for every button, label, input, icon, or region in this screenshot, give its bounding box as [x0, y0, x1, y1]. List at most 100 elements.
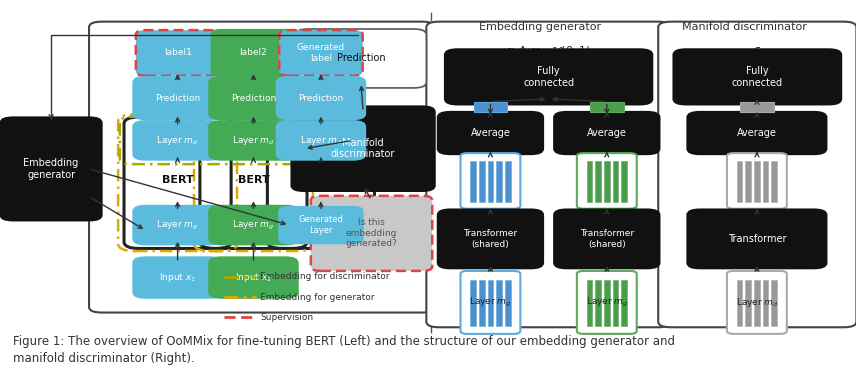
FancyBboxPatch shape: [134, 206, 222, 244]
Bar: [505, 280, 511, 326]
Text: $\alpha, \Delta \;\; \gamma \sim \mathcal{U}(0, 1)$: $\alpha, \Delta \;\; \gamma \sim \mathca…: [505, 44, 591, 58]
Text: Transformer: Transformer: [728, 234, 786, 244]
Text: Supervision: Supervision: [260, 313, 313, 322]
Bar: [496, 280, 502, 326]
FancyBboxPatch shape: [134, 77, 222, 119]
Bar: [470, 280, 476, 326]
FancyBboxPatch shape: [445, 49, 652, 105]
Text: Embedding
generator: Embedding generator: [23, 158, 79, 180]
FancyBboxPatch shape: [554, 210, 659, 268]
FancyBboxPatch shape: [577, 271, 637, 334]
Bar: [470, 161, 476, 202]
Bar: [763, 280, 769, 326]
Bar: [613, 280, 618, 326]
Bar: [479, 280, 484, 326]
Bar: [586, 161, 592, 202]
Bar: [740, 102, 774, 112]
Text: Figure 1: The overview of OoMMix for fine-tuning BERT (Left) and the structure o: Figure 1: The overview of OoMMix for fin…: [13, 335, 675, 348]
FancyBboxPatch shape: [136, 30, 219, 76]
Bar: [604, 161, 609, 202]
Text: Layer $m_g$: Layer $m_g$: [586, 296, 628, 309]
Text: Generated
label: Generated label: [297, 43, 345, 63]
Text: Layer $m_d$: Layer $m_d$: [735, 296, 778, 309]
FancyBboxPatch shape: [437, 112, 544, 154]
Bar: [613, 161, 618, 202]
Text: BERT: BERT: [305, 175, 336, 185]
FancyBboxPatch shape: [279, 30, 363, 76]
Text: BERT: BERT: [162, 175, 193, 185]
Bar: [488, 280, 493, 326]
Text: BERT: BERT: [238, 175, 270, 185]
Text: Manifold
discriminator: Manifold discriminator: [331, 138, 395, 160]
Text: Input $x_2$: Input $x_2$: [235, 271, 272, 284]
Text: Layer $m_g$: Layer $m_g$: [157, 219, 199, 232]
Bar: [586, 280, 592, 326]
FancyBboxPatch shape: [209, 121, 298, 160]
Text: Layer $m_d$: Layer $m_d$: [300, 134, 342, 147]
Text: Embedding generator: Embedding generator: [479, 22, 601, 32]
Text: Embedding for discriminator: Embedding for discriminator: [260, 272, 389, 281]
Bar: [771, 161, 777, 202]
FancyBboxPatch shape: [727, 271, 787, 334]
Text: Average: Average: [737, 128, 777, 138]
FancyBboxPatch shape: [426, 22, 671, 327]
Text: label1: label1: [163, 49, 192, 58]
Text: Layer $m_g$: Layer $m_g$: [232, 219, 275, 232]
Bar: [771, 280, 777, 326]
Text: Fully
connected: Fully connected: [732, 66, 783, 88]
Bar: [505, 161, 511, 202]
Text: Input $x_1$: Input $x_1$: [159, 271, 196, 284]
Text: Fully
connected: Fully connected: [523, 66, 574, 88]
Bar: [488, 161, 493, 202]
Bar: [621, 280, 627, 326]
Text: Average: Average: [471, 128, 510, 138]
Bar: [763, 161, 769, 202]
FancyBboxPatch shape: [291, 106, 435, 191]
Text: Prediction: Prediction: [336, 53, 385, 63]
Bar: [590, 102, 624, 112]
FancyBboxPatch shape: [674, 49, 841, 105]
Bar: [595, 280, 601, 326]
FancyBboxPatch shape: [209, 257, 298, 298]
Bar: [737, 161, 742, 202]
FancyBboxPatch shape: [687, 112, 827, 154]
Bar: [496, 161, 502, 202]
FancyBboxPatch shape: [437, 210, 544, 268]
Bar: [595, 161, 601, 202]
FancyBboxPatch shape: [577, 153, 637, 209]
FancyBboxPatch shape: [276, 121, 366, 160]
FancyBboxPatch shape: [279, 207, 363, 243]
Text: $s$: $s$: [752, 44, 761, 57]
FancyBboxPatch shape: [295, 29, 426, 88]
FancyBboxPatch shape: [134, 257, 222, 298]
Bar: [746, 161, 751, 202]
FancyBboxPatch shape: [311, 196, 432, 271]
Bar: [746, 280, 751, 326]
FancyBboxPatch shape: [658, 22, 856, 327]
Bar: [621, 161, 627, 202]
Text: Is this
embedding
generated?: Is this embedding generated?: [346, 219, 397, 248]
FancyBboxPatch shape: [209, 77, 298, 119]
FancyBboxPatch shape: [211, 30, 295, 76]
Text: Embedding for generator: Embedding for generator: [260, 293, 375, 302]
FancyBboxPatch shape: [554, 112, 659, 154]
Text: Manifold discriminator: Manifold discriminator: [682, 22, 806, 32]
FancyBboxPatch shape: [89, 22, 435, 312]
Text: Transformer
(shared): Transformer (shared): [463, 229, 518, 249]
Text: Average: Average: [587, 128, 627, 138]
Text: Layer $m_d$: Layer $m_d$: [232, 134, 275, 147]
Text: Layer $m_g$: Layer $m_g$: [469, 296, 512, 309]
Text: Generated
Layer: Generated Layer: [299, 216, 343, 235]
FancyBboxPatch shape: [209, 206, 298, 244]
Bar: [604, 280, 609, 326]
FancyBboxPatch shape: [687, 210, 827, 268]
Text: Prediction: Prediction: [155, 93, 200, 102]
Text: label2: label2: [240, 49, 267, 58]
Bar: [473, 102, 508, 112]
FancyBboxPatch shape: [276, 77, 366, 119]
FancyBboxPatch shape: [134, 121, 222, 160]
Bar: [754, 161, 760, 202]
Text: Prediction: Prediction: [298, 93, 343, 102]
Bar: [754, 280, 760, 326]
Bar: [479, 161, 484, 202]
